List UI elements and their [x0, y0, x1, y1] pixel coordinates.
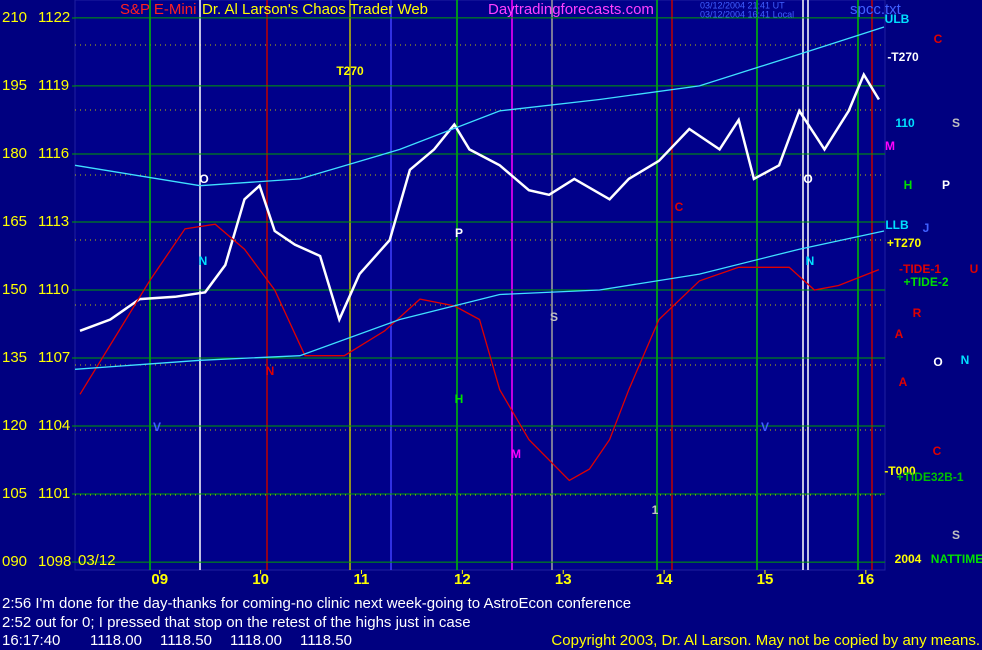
- y-tick-label: 1107: [38, 349, 70, 366]
- annotation: S: [550, 310, 558, 324]
- status-time: 16:17:40: [2, 632, 60, 649]
- x-tick-label: 12: [454, 571, 471, 588]
- annotation: LLB: [885, 218, 909, 232]
- status-quote: 1118.50: [300, 632, 352, 649]
- y2-tick-label: 105: [2, 485, 27, 502]
- annotation: 2004: [895, 552, 922, 566]
- annotation: P: [942, 178, 950, 192]
- x-tick-label: 09: [151, 571, 168, 588]
- y-tick-label: 1116: [38, 145, 69, 162]
- y-tick-label: 1122: [38, 9, 70, 26]
- copyright: Copyright 2003, Dr. Al Larson. May not b…: [551, 632, 980, 649]
- annotation: U: [970, 262, 979, 276]
- annotation: V: [761, 420, 769, 434]
- status-quote: 1118.00: [90, 632, 142, 649]
- annotation: O: [803, 172, 812, 186]
- y-tick-label: 1110: [38, 281, 69, 298]
- annotation: N: [199, 254, 208, 268]
- x-tick-label: 15: [757, 571, 774, 588]
- symbol: S&P E-Mini: [120, 1, 196, 18]
- y2-tick-label: 120: [2, 417, 27, 434]
- annotation: M: [885, 139, 895, 153]
- x-tick-label: 13: [555, 571, 572, 588]
- y2-tick-label: 150: [2, 281, 27, 298]
- annotation: C: [933, 444, 942, 458]
- y2-tick-label: 135: [2, 349, 27, 366]
- annotation: 1: [652, 503, 659, 517]
- annotation: 110: [895, 116, 915, 130]
- annotation: -T270: [887, 50, 919, 64]
- annotation: O: [933, 355, 942, 369]
- y2-tick-label: 180: [2, 145, 27, 162]
- site: Daytradingforecasts.com: [488, 1, 654, 18]
- annotation: N: [961, 353, 970, 367]
- time-ut: 03/12/2004 21:41 UT: [700, 0, 785, 10]
- annotation: N: [806, 254, 815, 268]
- annotation: -T000: [884, 464, 916, 478]
- y-tick-label: 1119: [38, 77, 69, 94]
- annotation: S: [952, 116, 960, 130]
- annotation: +TIDE-2: [903, 275, 948, 289]
- annotation: +TIDE32B-1: [896, 470, 963, 484]
- annotation: H: [904, 178, 913, 192]
- y-tick-label: 1098: [38, 553, 71, 570]
- y-tick-label: 1104: [38, 417, 70, 434]
- time-local: 03/12/2004 16:41 Local: [700, 9, 794, 19]
- annotation: T270: [336, 64, 364, 78]
- annotation: NATTIME: [931, 552, 982, 566]
- annotation: -TIDE-1: [899, 262, 941, 276]
- annotation: R: [913, 306, 922, 320]
- annotation: A: [895, 327, 904, 341]
- x-tick-label: 11: [354, 571, 370, 588]
- annotation: S: [952, 528, 960, 542]
- series-line: [79, 71, 880, 332]
- chart-title: Dr. Al Larson's Chaos Trader Web: [202, 1, 428, 18]
- annotation: O: [199, 172, 208, 186]
- annotation: V: [153, 420, 161, 434]
- y-tick-label: 1101: [38, 485, 70, 502]
- annotation: C: [934, 32, 943, 46]
- annotation: J: [923, 221, 930, 235]
- annotation: C: [675, 200, 684, 214]
- date: 03/12: [78, 552, 116, 569]
- series-line: [79, 223, 880, 482]
- file-name: spcc.txt: [850, 1, 902, 18]
- annotation: A: [899, 375, 908, 389]
- message: 2:52 out for 0; I pressed that stop on t…: [2, 614, 471, 631]
- annotation: M: [511, 447, 521, 461]
- series-line: [74, 230, 885, 370]
- annotation: H: [455, 392, 464, 406]
- x-tick-label: 16: [857, 571, 874, 588]
- y2-tick-label: 195: [2, 77, 27, 94]
- x-tick-label: 10: [252, 571, 269, 588]
- annotation: P: [455, 226, 463, 240]
- series-line: [74, 26, 885, 187]
- x-tick-label: 14: [656, 571, 673, 588]
- status-quote: 1118.00: [230, 632, 282, 649]
- annotation: +T270: [887, 236, 922, 250]
- y2-tick-label: 090: [2, 553, 27, 570]
- y2-tick-label: 165: [2, 213, 27, 230]
- y2-tick-label: 210: [2, 9, 27, 26]
- status-quote: 1118.50: [160, 632, 212, 649]
- annotation: N: [266, 364, 275, 378]
- message: 2:56 I'm done for the day-thanks for com…: [2, 595, 631, 612]
- annotation: ULB: [885, 12, 910, 26]
- y-tick-label: 1113: [38, 213, 69, 230]
